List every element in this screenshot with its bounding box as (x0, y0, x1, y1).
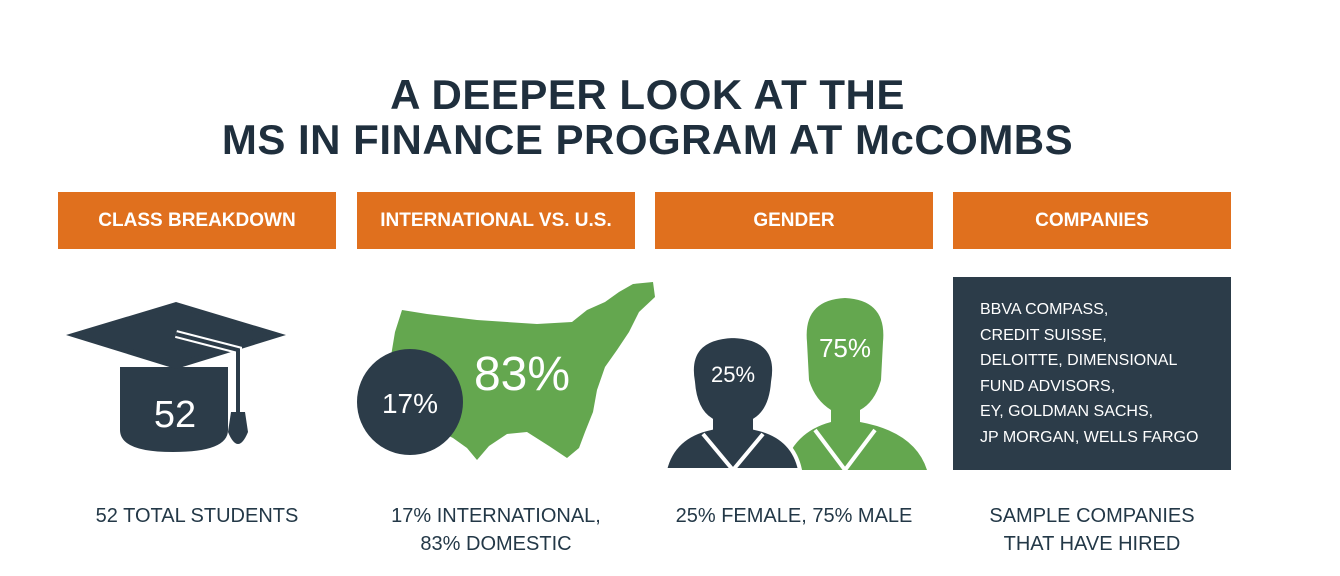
female-value: 25% (711, 362, 755, 387)
title-line-2: MS IN FINANCE PROGRAM AT McCOMBS (221, 116, 1074, 163)
company-line: EY, GOLDMAN SACHS, (980, 403, 1154, 420)
international-value: 17% (382, 388, 438, 419)
gender-section: GENDER 25% 75% 25% FEMALE, 75% MALE (655, 192, 933, 527)
domestic-value: 83% (474, 348, 570, 401)
us-map-icon: 17% 83% (357, 282, 655, 460)
gender-header: GENDER (655, 192, 933, 249)
gender-caption: 25% FEMALE, 75% MALE (655, 502, 933, 530)
people-icon: 25% 75% (662, 298, 927, 472)
international-caption: 17% INTERNATIONAL, 83% DOMESTIC (357, 502, 635, 558)
company-line: CREDIT SUISSE, (980, 326, 1107, 344)
company-line: BBVA COMPASS, (980, 301, 1109, 318)
caption-line: 25% FEMALE, 75% MALE (675, 505, 913, 527)
class-breakdown-caption: 52 TOTAL STUDENTS (58, 502, 336, 530)
caption-line: THAT HAVE HIRED (1003, 533, 1181, 555)
class-size-value: 52 (154, 394, 196, 436)
companies-section: COMPANIES BBVA COMPASS, CREDIT SUISSE, D… (953, 192, 1231, 555)
caption-line: SAMPLE COMPANIES (989, 505, 1195, 527)
male-value: 75% (819, 333, 871, 363)
caption-line: 17% INTERNATIONAL, (391, 505, 601, 527)
caption-line: 83% DOMESTIC (420, 533, 572, 555)
caption-line: 52 TOTAL STUDENTS (95, 505, 299, 527)
company-line: JP MORGAN, WELLS FARGO (980, 428, 1199, 446)
company-line: FUND ADVISORS, (980, 377, 1116, 395)
company-line: DELOITTE, DIMENSIONAL (980, 352, 1178, 369)
companies-header: COMPANIES (953, 192, 1231, 249)
graduation-cap-icon: 52 (66, 302, 286, 452)
companies-caption: SAMPLE COMPANIES THAT HAVE HIRED (953, 502, 1231, 558)
class-breakdown-section: CLASS BREAKDOWN 52 52 TOTAL STUDENTS (58, 192, 336, 527)
class-breakdown-header: CLASS BREAKDOWN (58, 192, 336, 249)
companies-list: BBVA COMPASS, CREDIT SUISSE, DELOITTE, D… (953, 277, 1231, 470)
international-header: INTERNATIONAL VS. U.S. (357, 192, 635, 249)
title-line-1: A DEEPER LOOK AT THE (390, 71, 905, 118)
page-title: A DEEPER LOOK AT THE MS IN FINANCE PROGR… (0, 72, 1295, 162)
international-section: INTERNATIONAL VS. U.S. 17% 83% 17% INTER… (357, 192, 655, 555)
